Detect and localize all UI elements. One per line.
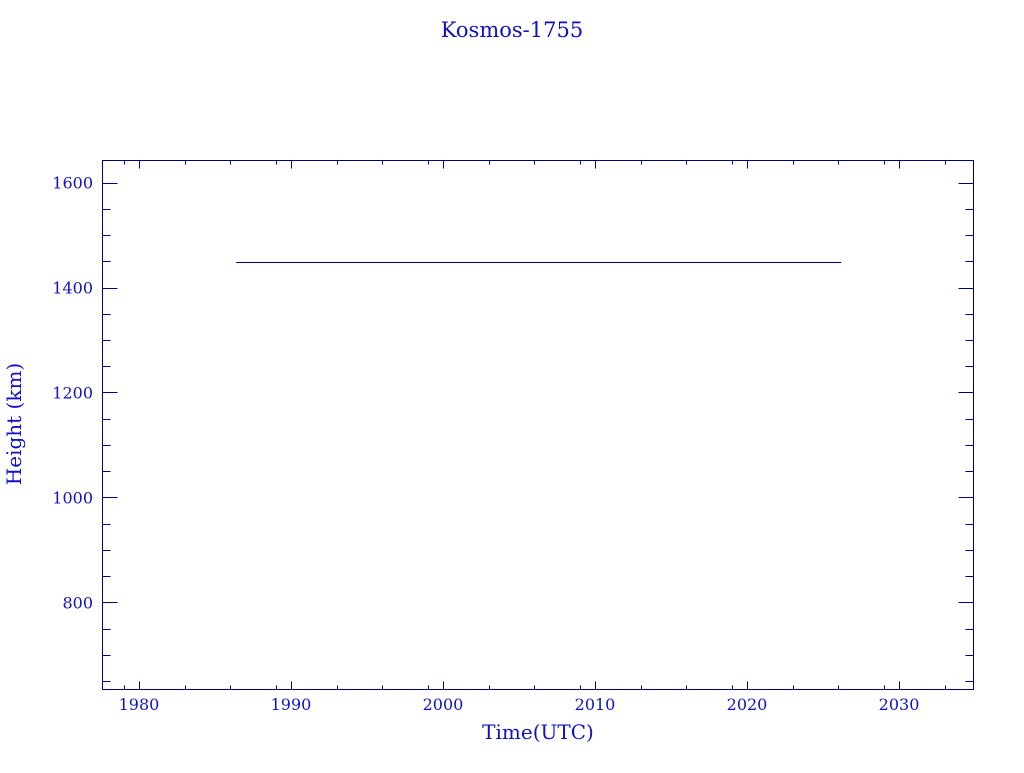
x-axis-label: Time(UTC)	[482, 720, 594, 744]
y-tick-label: 1000	[52, 488, 93, 507]
y-tick-label: 1200	[52, 383, 93, 402]
x-tick-label: 2010	[575, 695, 616, 714]
y-tick-label: 800	[62, 593, 93, 612]
plot-frame	[102, 160, 974, 690]
x-tick-label: 2020	[727, 695, 768, 714]
y-tick-label: 1400	[52, 279, 93, 298]
x-tick-label: 2030	[879, 695, 920, 714]
axis-ticks: 1980 1990 2000 2010 2020 2030 800 1000 1200 1400 1…	[52, 160, 974, 714]
x-tick-label: 1980	[119, 695, 160, 714]
x-tick-label: 1990	[271, 695, 312, 714]
x-tick-label: 2000	[423, 695, 464, 714]
y-tick-label: 1600	[52, 174, 93, 193]
y-axis-label: Height (km)	[2, 363, 26, 485]
chart-title: Kosmos-1755	[441, 18, 583, 42]
